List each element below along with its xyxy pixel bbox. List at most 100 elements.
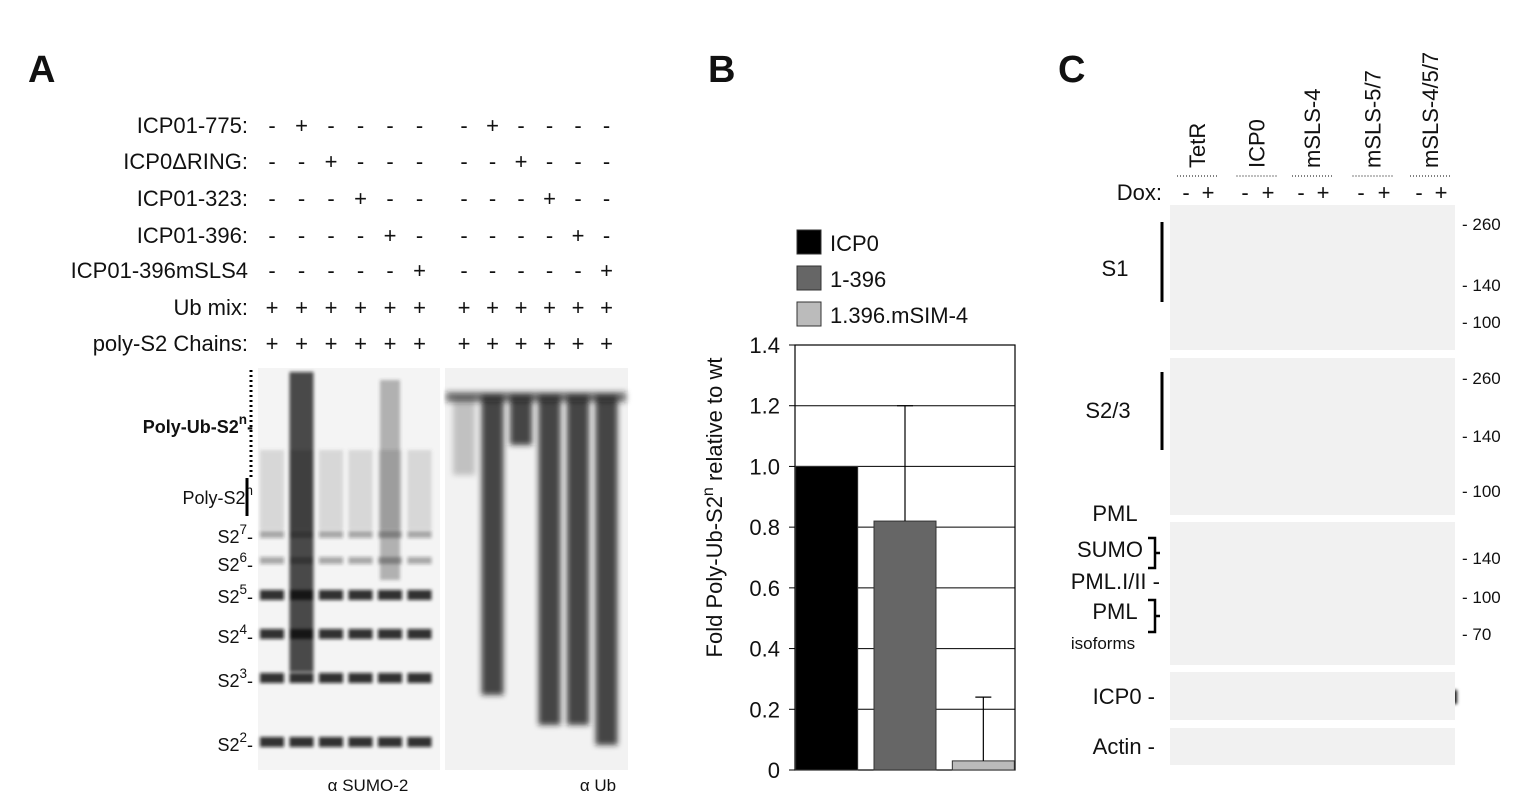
sign: - xyxy=(603,113,610,138)
text: S2 xyxy=(217,735,239,755)
lane-label: mSLS-4 xyxy=(1300,89,1325,168)
marker-label: S25- xyxy=(217,582,253,607)
smear xyxy=(319,450,343,530)
blot xyxy=(1170,522,1455,665)
sign: - xyxy=(546,258,553,283)
sign: - xyxy=(1415,180,1422,205)
band xyxy=(407,673,432,683)
smear xyxy=(380,380,400,580)
blot-label: PML.I/II - xyxy=(1071,569,1160,594)
sign: + xyxy=(384,223,397,248)
sign: + xyxy=(266,331,279,356)
blot-label: PML xyxy=(1092,501,1137,526)
blot-label: α Ub xyxy=(580,776,616,795)
band xyxy=(319,590,343,600)
sign: + xyxy=(572,295,585,320)
band xyxy=(260,737,284,747)
band xyxy=(378,737,402,747)
marker-label: Poly-S2n xyxy=(182,483,253,508)
sign: - xyxy=(327,186,334,211)
band xyxy=(407,590,432,600)
sign: - xyxy=(517,113,524,138)
sign: - xyxy=(546,113,553,138)
band xyxy=(348,673,373,683)
panel-label: C xyxy=(1058,49,1085,91)
sign: - xyxy=(546,149,553,174)
sign: + xyxy=(266,295,279,320)
lane-label: ICP0 xyxy=(1245,119,1270,168)
band xyxy=(378,673,402,683)
sign: - xyxy=(416,186,423,211)
sign: + xyxy=(384,295,397,320)
y-tick-label: 1.4 xyxy=(749,333,780,358)
sign: + xyxy=(515,295,528,320)
y-tick-label: 1.0 xyxy=(749,454,780,479)
blot xyxy=(1170,205,1455,350)
smear xyxy=(453,395,475,475)
mw-label: - 140 xyxy=(1462,427,1501,446)
sign: - xyxy=(386,186,393,211)
smear xyxy=(260,450,284,530)
sign: - xyxy=(1357,180,1364,205)
band xyxy=(319,737,343,747)
bar xyxy=(795,465,859,771)
sign: + xyxy=(458,295,471,320)
sign: + xyxy=(1202,180,1215,205)
band xyxy=(407,557,432,564)
sign: + xyxy=(515,149,528,174)
sign: - xyxy=(298,258,305,283)
blot-label: α SUMO-2 xyxy=(328,776,409,795)
sign: + xyxy=(572,331,585,356)
band xyxy=(378,590,402,600)
mw-label: - 140 xyxy=(1462,276,1501,295)
sign: - xyxy=(357,223,364,248)
mw-label: - 100 xyxy=(1462,482,1501,501)
sign: + xyxy=(572,223,585,248)
band xyxy=(319,531,343,538)
sign: + xyxy=(1317,180,1330,205)
sign: + xyxy=(486,331,499,356)
sign: + xyxy=(354,186,367,211)
legend-swatch xyxy=(796,301,822,327)
row-label: poly-S2 Chains: xyxy=(93,331,248,356)
dox-label: Dox: xyxy=(1117,180,1162,205)
smear xyxy=(289,372,314,672)
sign: - xyxy=(416,113,423,138)
sign: - xyxy=(386,258,393,283)
blot xyxy=(258,368,440,770)
sign: + xyxy=(354,331,367,356)
sign: - xyxy=(460,186,467,211)
sign: - xyxy=(574,258,581,283)
sign: - xyxy=(268,113,275,138)
marker-label: S26- xyxy=(217,550,253,575)
bands xyxy=(260,372,432,747)
superscript: 5 xyxy=(239,582,247,597)
row-label: ICP01-396: xyxy=(137,223,248,248)
blot-label: ICP0 - xyxy=(1093,684,1155,709)
sign: - xyxy=(603,186,610,211)
band xyxy=(319,629,343,639)
sign: + xyxy=(384,331,397,356)
y-axis-title: Fold Poly-Ub-S2n relative to wt xyxy=(700,358,727,658)
sign: - xyxy=(327,223,334,248)
band xyxy=(319,557,343,564)
sign: - xyxy=(268,186,275,211)
marker-label: S23- xyxy=(217,666,253,691)
superscript: 2 xyxy=(239,730,247,745)
text: Poly-S2 xyxy=(182,488,245,508)
smear xyxy=(567,395,589,725)
bands xyxy=(446,392,626,745)
panel-label: B xyxy=(708,49,735,91)
band xyxy=(260,557,284,564)
sign: - xyxy=(460,223,467,248)
sign: + xyxy=(486,295,499,320)
sign: + xyxy=(486,113,499,138)
sign: + xyxy=(600,258,613,283)
sign: - xyxy=(327,258,334,283)
y-tick-label: 0 xyxy=(768,758,780,783)
band xyxy=(348,531,373,538)
mw-label: - 260 xyxy=(1462,215,1501,234)
sign: + xyxy=(325,295,338,320)
sign: + xyxy=(295,113,308,138)
